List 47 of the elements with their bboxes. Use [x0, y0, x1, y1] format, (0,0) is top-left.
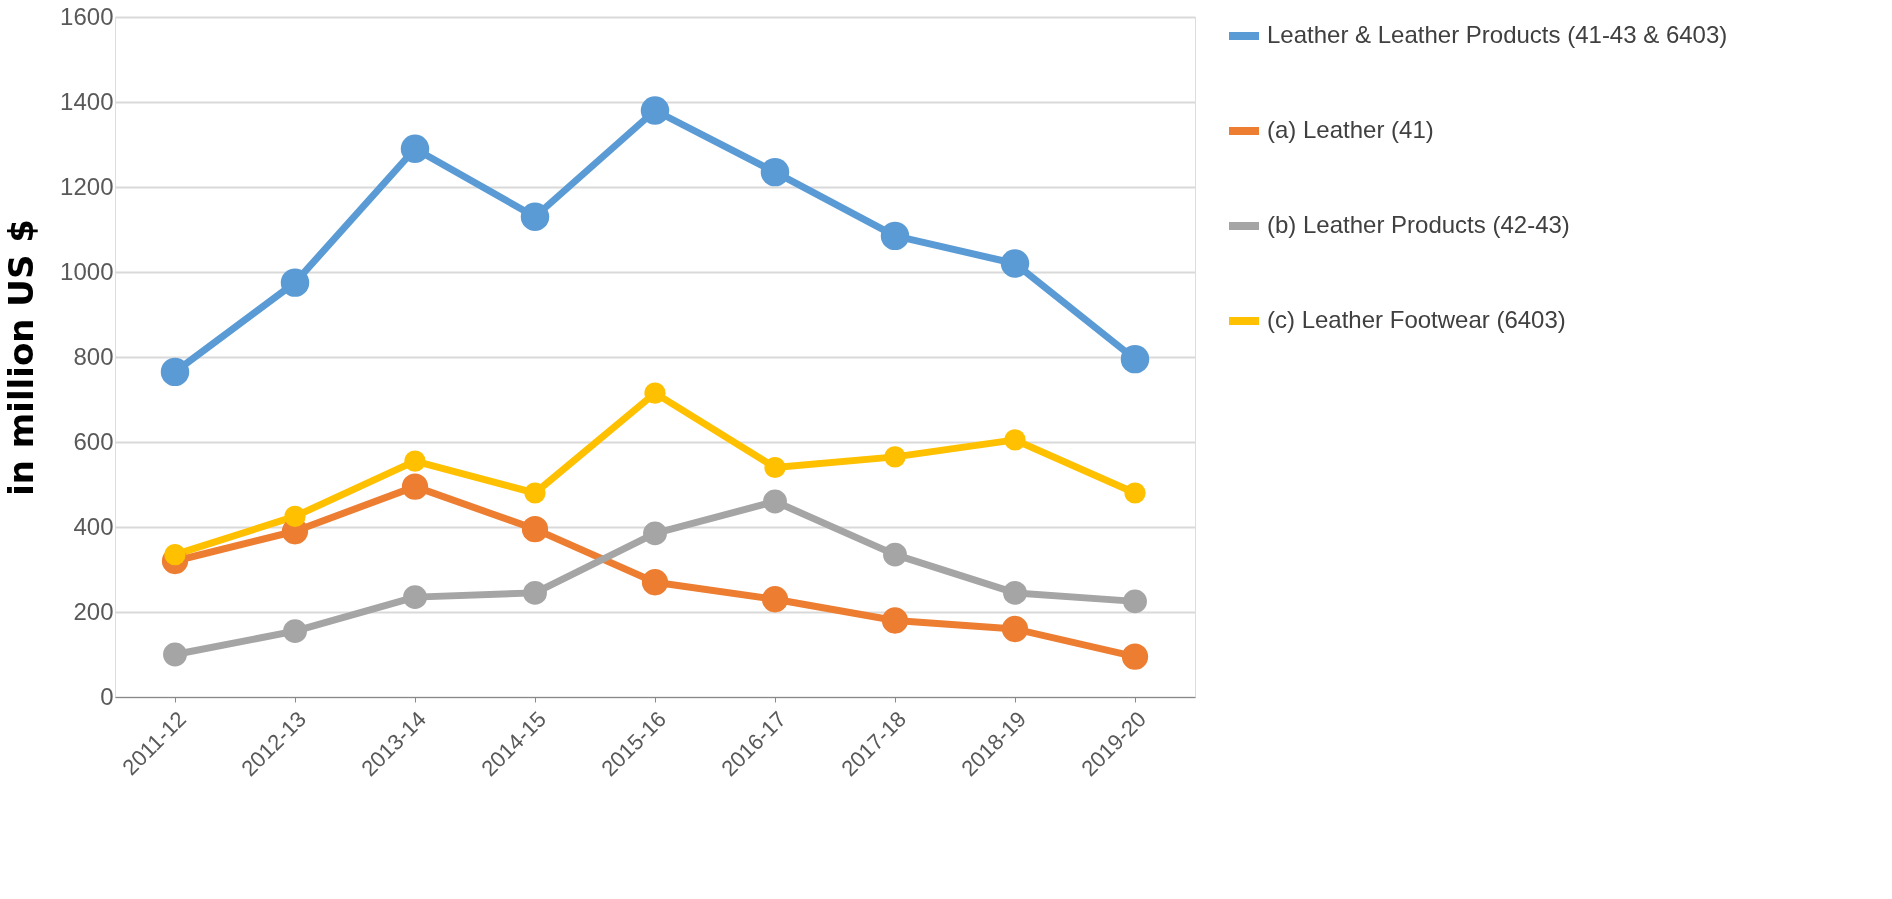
- point: [1003, 580, 1027, 605]
- legend-label: (c) Leather Footwear (6403): [1267, 306, 1566, 333]
- point: [764, 456, 786, 479]
- point: [643, 521, 667, 546]
- point: [1004, 429, 1026, 451]
- point: [1001, 615, 1029, 643]
- point: [280, 268, 310, 297]
- point: [284, 505, 306, 527]
- y-tick-label: 1600: [60, 2, 114, 30]
- point: [1124, 482, 1146, 504]
- point: [644, 382, 666, 404]
- point: [883, 542, 907, 567]
- point: [884, 446, 906, 468]
- y-axis-title: in million US $: [1, 219, 42, 496]
- point: [1120, 344, 1150, 374]
- legend-label: (a) Leather (41): [1267, 116, 1434, 143]
- legend-label: (b) Leather Products (42-43): [1267, 211, 1570, 238]
- point: [400, 134, 430, 163]
- point: [763, 489, 787, 514]
- y-tick-label: 0: [100, 682, 114, 710]
- y-tick-label: 200: [73, 597, 114, 625]
- point: [401, 473, 429, 500]
- y-tick-label: 1000: [60, 257, 114, 285]
- point: [404, 450, 426, 472]
- point: [520, 202, 550, 231]
- y-tick-label: 800: [73, 342, 114, 370]
- point: [760, 157, 790, 187]
- point: [641, 569, 669, 596]
- point: [881, 607, 909, 634]
- point: [640, 96, 670, 125]
- point: [283, 619, 307, 644]
- point: [403, 585, 427, 610]
- y-tick-label: 400: [73, 512, 114, 540]
- point: [160, 357, 190, 387]
- y-tick-label: 1200: [60, 172, 114, 200]
- point: [163, 642, 187, 667]
- point: [1123, 589, 1147, 614]
- point: [761, 586, 789, 613]
- point: [523, 580, 547, 605]
- point: [1000, 249, 1030, 278]
- point: [880, 221, 910, 251]
- legend-label: Leather & Leather Products (41-43 & 6403): [1267, 21, 1728, 48]
- point: [521, 516, 549, 543]
- y-tick-label: 600: [73, 427, 114, 455]
- point: [524, 482, 546, 504]
- y-tick-label: 1400: [60, 87, 114, 115]
- point: [1121, 643, 1149, 670]
